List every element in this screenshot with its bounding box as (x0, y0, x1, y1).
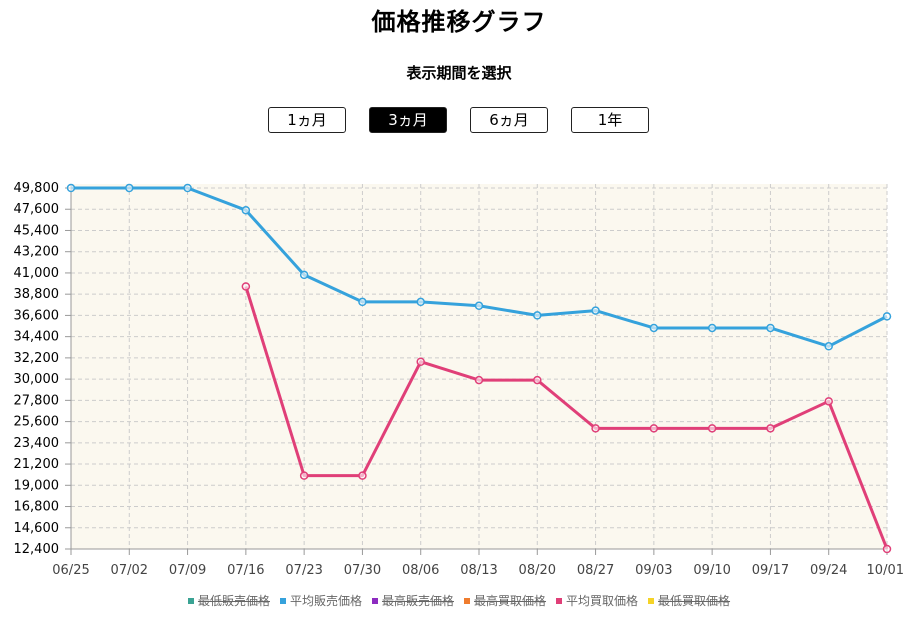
data-point[interactable] (299, 471, 309, 480)
legend-label: 最高買取価格 (474, 594, 547, 608)
data-point[interactable] (707, 424, 717, 433)
y-tick-label: 19,000 (14, 478, 60, 493)
x-tick-label: 08/13 (460, 563, 497, 578)
data-point[interactable] (358, 297, 367, 307)
legend-swatch (556, 597, 563, 604)
data-point[interactable] (649, 424, 659, 433)
y-tick-label: 41,000 (14, 266, 60, 281)
series-line (244, 286, 889, 550)
x-tick-label: 08/20 (519, 563, 556, 578)
legend-label: 最高販売価格 (381, 594, 454, 608)
y-tick-label: 14,600 (14, 521, 60, 536)
data-point[interactable] (882, 544, 892, 554)
y-tick-label: 49,800 (14, 181, 60, 196)
data-point[interactable] (649, 323, 659, 333)
y-tick-label: 36,600 (14, 308, 60, 323)
period-button-1m[interactable]: 1ヵ月 (268, 107, 346, 133)
y-tick-label: 25,600 (14, 415, 60, 430)
y-tick-label: 21,200 (14, 457, 60, 472)
data-point[interactable] (358, 471, 367, 480)
period-button-3m[interactable]: 3ヵ月 (369, 107, 447, 133)
y-tick-label: 12,400 (14, 542, 60, 557)
x-tick-label: 10/01 (867, 563, 904, 578)
y-tick-label: 32,200 (14, 351, 60, 366)
y-tick-label: 47,600 (14, 202, 60, 217)
x-tick-label: 07/02 (111, 563, 148, 578)
legend-item[interactable]: 最低買取価格 (648, 592, 730, 609)
x-tick-label: 09/03 (635, 563, 672, 578)
data-point[interactable] (66, 183, 76, 193)
data-point[interactable] (766, 323, 775, 333)
legend-item[interactable]: 最高買取価格 (464, 592, 546, 609)
data-point[interactable] (533, 375, 542, 385)
legend-label: 平均買取価格 (566, 594, 639, 608)
x-tick-label: 07/16 (227, 563, 264, 578)
y-tick-label: 38,800 (14, 287, 60, 302)
price-chart: 12,400 14,600 16,800 19,000 21,200 23,400 25,6… (14, 181, 905, 578)
series-4 (241, 282, 892, 554)
legend-label: 平均販売価格 (289, 594, 362, 608)
data-point[interactable] (591, 424, 600, 433)
legend-swatch (464, 597, 470, 604)
x-tick-label: 07/09 (169, 563, 206, 578)
data-point[interactable] (824, 342, 833, 351)
data-point[interactable] (125, 183, 134, 193)
data-point[interactable] (766, 424, 775, 433)
data-point[interactable] (241, 205, 251, 215)
y-tick-label: 34,400 (14, 330, 60, 345)
legend-item[interactable]: 平均販売価格 (279, 592, 362, 609)
legend-swatch (371, 597, 378, 604)
y-tick-label: 27,800 (14, 393, 60, 408)
data-point[interactable] (474, 375, 484, 385)
x-tick-label: 09/10 (693, 563, 730, 578)
period-select-label: 表示期間を選択 (406, 64, 512, 82)
x-tick-label: 06/25 (52, 563, 89, 578)
chart-legend: 最低販売価格 平均販売価格 最高販売価格 最高買取価格 平均買取価格 最低買取価格 (0, 592, 918, 609)
page-title: 価格推移グラフ (371, 8, 547, 36)
data-point[interactable] (474, 301, 484, 311)
x-tick-label: 07/23 (285, 563, 322, 578)
data-point[interactable] (707, 323, 717, 333)
data-point[interactable] (416, 297, 425, 307)
data-point[interactable] (416, 357, 425, 366)
data-point[interactable] (824, 397, 833, 406)
data-point[interactable] (241, 282, 251, 291)
x-tick-label: 09/17 (752, 563, 789, 578)
legend-label: 最低販売価格 (197, 594, 270, 608)
legend-swatch (279, 597, 286, 604)
x-tick-label: 07/30 (344, 563, 381, 578)
x-tick-label: 08/27 (577, 563, 614, 578)
y-tick-label: 30,000 (14, 372, 60, 387)
y-tick-label: 45,400 (14, 223, 60, 238)
legend-label: 最低買取価格 (658, 594, 731, 608)
series-1 (66, 183, 892, 351)
y-tick-label: 23,400 (14, 436, 60, 451)
period-button-6m[interactable]: 6ヵ月 (470, 107, 548, 133)
x-tick-label: 08/06 (402, 563, 439, 578)
y-tick-label: 16,800 (14, 500, 60, 515)
legend-item[interactable]: 最低販売価格 (187, 592, 270, 609)
legend-item[interactable]: 最高販売価格 (371, 592, 454, 609)
legend-item[interactable]: 平均買取価格 (556, 592, 638, 609)
data-point[interactable] (299, 270, 309, 280)
data-point[interactable] (882, 312, 892, 321)
data-point[interactable] (183, 183, 192, 193)
data-point[interactable] (533, 311, 542, 320)
data-point[interactable] (591, 306, 600, 315)
x-tick-label: 09/24 (810, 563, 847, 578)
period-button-1y[interactable]: 1年 (571, 107, 649, 133)
y-tick-label: 43,200 (14, 245, 60, 260)
legend-swatch (187, 597, 194, 604)
legend-swatch (648, 597, 655, 604)
